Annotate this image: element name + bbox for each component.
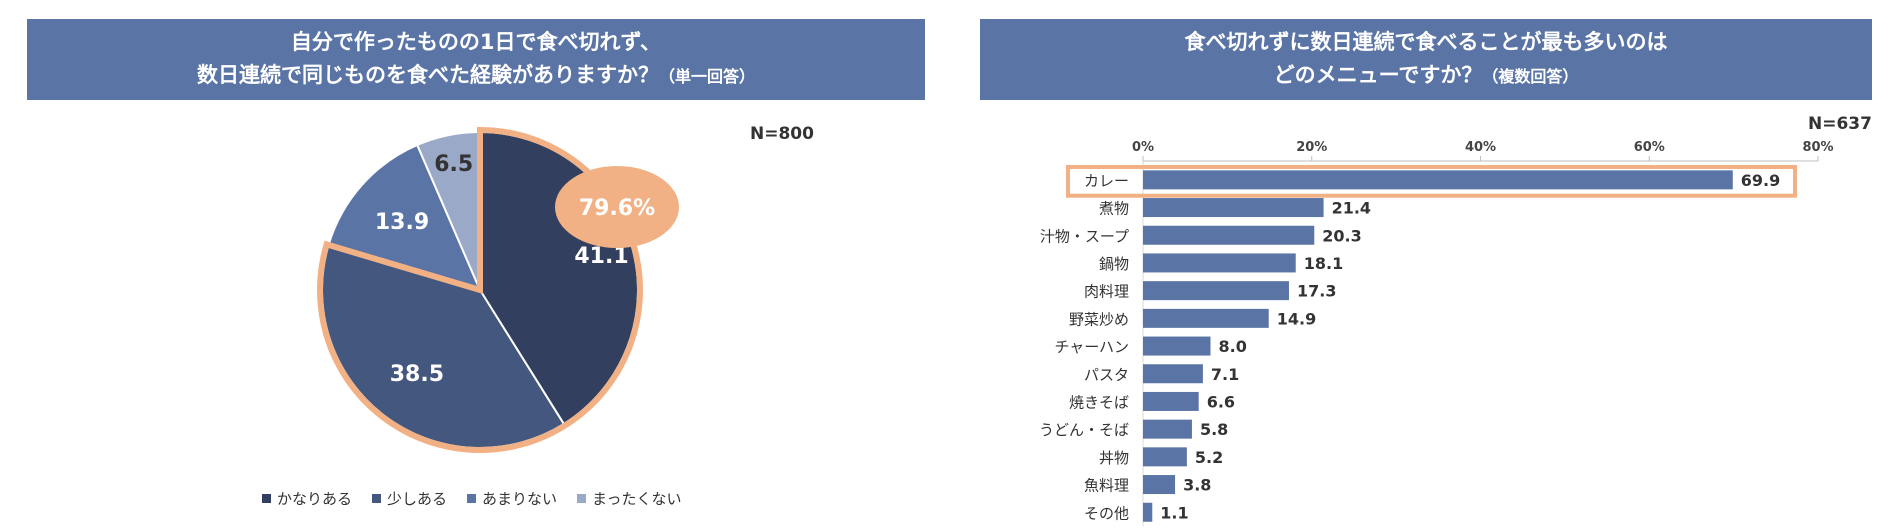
bar-title-line1: 食べ切れずに数日連続で食べることが最も多いのは xyxy=(1184,30,1668,54)
pie-data-label: 6.5 xyxy=(434,152,473,177)
legend-item: かなりある xyxy=(262,488,352,509)
legend-swatch xyxy=(577,494,587,503)
legend-swatch xyxy=(467,494,477,503)
legend-label: まったくない xyxy=(592,490,682,508)
bar-title-line2-row: どのメニューですか？（複数回答） xyxy=(980,59,1872,93)
pie-title-line1: 自分で作ったものの1日で食べ切れず、 xyxy=(290,30,662,54)
pie-data-label: 41.1 xyxy=(574,244,628,269)
pie-title-note: （単一回答） xyxy=(658,67,755,86)
legend-label: 少しある xyxy=(387,490,448,508)
bar-title-note: （複数回答） xyxy=(1482,67,1579,86)
legend-swatch xyxy=(372,494,382,503)
highlight-bubble-label: 79.6% xyxy=(579,196,655,221)
legend-item: まったくない xyxy=(577,488,681,509)
pie-data-label: 38.5 xyxy=(390,362,444,387)
legend-item: 少しある xyxy=(372,488,447,509)
highlight-bubble xyxy=(555,166,679,248)
pie-sample-size: N=800 xyxy=(750,124,814,144)
bar-title-line2: どのメニューですか？ xyxy=(1273,63,1483,87)
legend-label: あまりない xyxy=(482,490,558,508)
pie-title-line2: 数日連続で同じものを食べた経験がありますか？ xyxy=(196,63,659,87)
pie-title-line2-row: 数日連続で同じものを食べた経験がありますか？（単一回答） xyxy=(27,59,925,93)
legend-item: あまりない xyxy=(467,488,557,509)
pie-legend: かなりある 少しある あまりない まったくない xyxy=(262,488,722,509)
legend-label: かなりある xyxy=(277,490,353,508)
legend-swatch xyxy=(262,494,271,503)
bar-sample-size: N=637 xyxy=(1808,114,1872,134)
bar-chart-title: 食べ切れずに数日連続で食べることが最も多いのは どのメニューですか？（複数回答） xyxy=(980,19,1872,100)
pie-data-label: 13.9 xyxy=(375,210,429,235)
pie-chart-title: 自分で作ったものの1日で食べ切れず、 数日連続で同じものを食べた経験がありますか… xyxy=(27,19,925,100)
